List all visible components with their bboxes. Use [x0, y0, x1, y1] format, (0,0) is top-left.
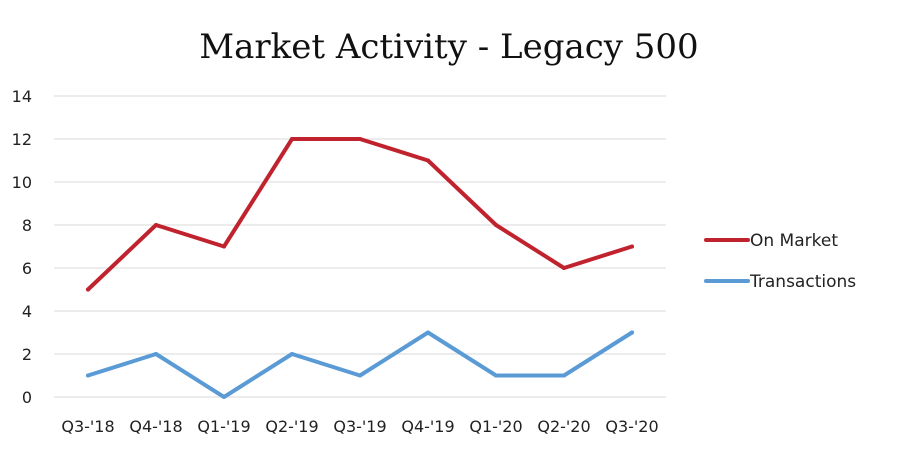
data-point [154, 352, 158, 356]
data-point [290, 352, 294, 356]
x-tick-label: Q1-'19 [197, 417, 250, 436]
data-point [290, 137, 294, 141]
data-point [86, 373, 90, 378]
data-point [562, 266, 566, 270]
x-tick-label: Q2-'20 [537, 417, 590, 436]
y-tick-label: 10 [12, 173, 32, 192]
x-axis-tick-labels: Q3-'18 Q4-'18 Q1-'19 Q2-'19 Q3-'19 Q4-'19 Q1-'… [61, 417, 658, 436]
x-tick-label: Q3-'18 [61, 417, 114, 436]
legend-entry: Transactions [704, 272, 856, 292]
y-tick-label: 8 [22, 216, 32, 235]
data-point [562, 373, 566, 378]
y-tick-label: 2 [22, 345, 32, 364]
data-point [630, 330, 634, 335]
legend-label: Transactions [749, 272, 856, 292]
y-tick-label: 4 [22, 302, 32, 321]
x-tick-label: Q4-'18 [129, 417, 182, 436]
data-point [426, 330, 430, 335]
legend-entry: On Market [704, 231, 838, 251]
chart-title: Market Activity - Legacy 500 [199, 27, 698, 67]
data-point [494, 373, 498, 378]
x-tick-label: Q4-'19 [401, 417, 454, 436]
x-tick-label: Q3-'19 [333, 417, 386, 436]
data-point [494, 223, 498, 227]
data-point [358, 373, 362, 378]
x-tick-label: Q1-'20 [469, 417, 522, 436]
y-tick-label: 12 [12, 130, 32, 149]
data-point [630, 244, 634, 249]
legend: On Market Transactions [704, 231, 856, 292]
y-tick-label: 0 [22, 388, 32, 407]
data-point [426, 158, 430, 163]
data-point [222, 244, 226, 249]
y-tick-label: 14 [12, 87, 32, 106]
y-tick-label: 6 [22, 259, 32, 278]
x-tick-label: Q3-'20 [605, 417, 658, 436]
data-point [222, 395, 226, 399]
data-point [154, 223, 158, 227]
x-tick-label: Q2-'19 [265, 417, 318, 436]
series-lines [86, 137, 634, 399]
data-point [86, 287, 90, 292]
legend-label: On Market [750, 231, 838, 251]
data-point [358, 137, 362, 141]
series-line-on-market [86, 137, 634, 292]
gridlines [54, 95, 666, 398]
y-axis-tick-labels: 0 2 4 6 8 10 12 14 [12, 87, 32, 407]
series-line-transactions [86, 330, 634, 399]
